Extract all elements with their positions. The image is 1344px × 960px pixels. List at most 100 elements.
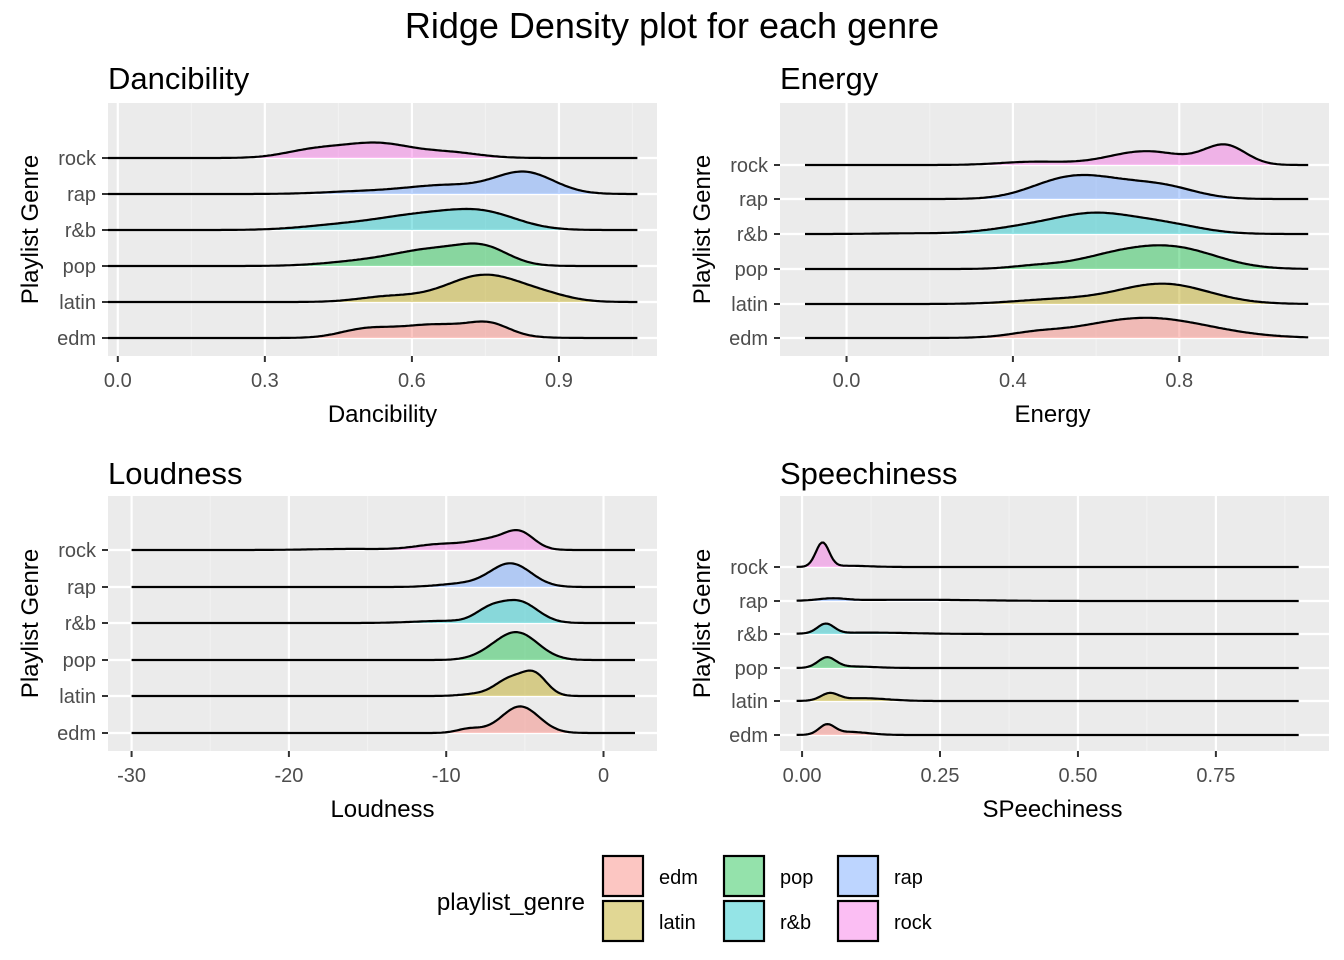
y-tick-label: edm — [57, 328, 96, 350]
ridge-fill-edm — [805, 317, 1309, 338]
x-tick-label: 0.00 — [783, 765, 822, 787]
panel-title: Dancibility — [108, 61, 250, 96]
ridge-line-pop — [796, 656, 1299, 670]
ridge-line-rap — [805, 173, 1309, 201]
x-axis-title: Energy — [1014, 401, 1090, 428]
ridge-fill-rb — [131, 600, 635, 623]
x-tick-label: 0.3 — [251, 370, 279, 392]
legend-key-bg — [723, 855, 765, 897]
y-tick-label: rap — [67, 577, 96, 599]
legend-key-pop — [722, 854, 766, 898]
y-tick-label: r&b — [65, 613, 96, 635]
legend-label: rap — [894, 867, 923, 889]
x-tick-label: 0 — [598, 765, 609, 787]
panel-energy: edm latin pop r&b rap rock 0.0 0.4 0.8 Energy Ener… — [689, 61, 1329, 428]
legend-label: latin — [659, 912, 696, 934]
y-tick-label: r&b — [65, 220, 96, 242]
legend-label: edm — [659, 867, 698, 889]
ridge-line-latin — [108, 273, 638, 304]
ridge-line-latin — [805, 282, 1309, 306]
ridge-line-latin — [131, 669, 635, 698]
y-tick-label: edm — [729, 725, 768, 747]
legend-key-bg — [602, 900, 644, 942]
x-tick-label: 0.0 — [104, 370, 132, 392]
ridge-fill-rock — [131, 530, 635, 550]
y-tick-label: latin — [731, 294, 768, 316]
x-tick-label: 0.0 — [833, 370, 861, 392]
ridge-line-edm — [805, 316, 1309, 340]
legend-label: pop — [780, 867, 813, 889]
y-axis-title: Playlist Genre — [17, 155, 44, 304]
ridge-line-latin — [796, 691, 1299, 703]
legend-title: playlist_genre — [437, 889, 585, 916]
ridge-line-edm — [796, 723, 1299, 737]
y-tick-label: latin — [59, 686, 96, 708]
ridge-fill-pop — [131, 632, 635, 660]
panel-speechiness: edm latin pop r&b rap rock 0.00 0.25 0.50 0.75 Spe… — [689, 456, 1329, 823]
legend-key-bg — [602, 855, 644, 897]
y-tick-label: rock — [58, 540, 97, 562]
ridge-fill-pop — [108, 243, 638, 266]
x-tick-label: 0.50 — [1058, 765, 1097, 787]
y-axis-title: Playlist Genre — [689, 155, 716, 304]
y-tick-label: edm — [729, 328, 768, 350]
x-axis-title: Loudness — [330, 796, 434, 823]
ridge-line-rock — [796, 541, 1299, 569]
ridge-fill-latin — [108, 274, 638, 302]
legend-key-latin — [601, 899, 645, 943]
legend-key-edm — [601, 854, 645, 898]
ridge-fill-rock — [108, 142, 638, 158]
x-tick-label: -30 — [117, 765, 146, 787]
y-tick-label: rap — [67, 184, 96, 206]
legend: playlist_genre edm latin pop r&b rap rock — [437, 854, 933, 943]
x-tick-label: 0.6 — [398, 370, 426, 392]
y-tick-label: latin — [731, 691, 768, 713]
ridge-fill-edm — [108, 321, 638, 338]
ridge-line-pop — [805, 244, 1309, 271]
x-axis-title: SPeechiness — [982, 796, 1122, 823]
ridge-fill-rap — [108, 171, 638, 194]
ridge-fill-pop — [805, 245, 1309, 269]
ridge-line-rb — [131, 598, 635, 625]
legend-label: rock — [894, 912, 933, 934]
ridge-line-rap — [131, 562, 635, 589]
x-tick-label: 0.25 — [921, 765, 960, 787]
ridge-line-rb — [796, 622, 1299, 636]
ridge-line-edm — [131, 705, 635, 735]
panel-title: Energy — [780, 61, 879, 96]
x-tick-label: -10 — [432, 765, 461, 787]
ridge-fill-rap — [131, 563, 635, 587]
ridge-fill-latin — [805, 283, 1309, 304]
y-tick-label: rock — [730, 155, 769, 177]
legend-key-rock — [836, 899, 880, 943]
panel-title: Loudness — [108, 456, 242, 491]
ridge-line-rock — [131, 529, 635, 552]
y-axis-title: Playlist Genre — [17, 549, 44, 698]
ridge-line-rb — [108, 207, 638, 232]
y-tick-label: pop — [63, 650, 96, 672]
legend-key-bg — [723, 900, 765, 942]
legend-label: r&b — [780, 912, 811, 934]
y-tick-label: rap — [739, 591, 768, 613]
ridge-fill-pop — [796, 657, 1299, 668]
x-tick-label: 0.8 — [1165, 370, 1193, 392]
ridge-line-pop — [108, 242, 638, 268]
x-tick-label: 0.4 — [999, 370, 1027, 392]
legend-key-rb — [722, 899, 766, 943]
y-tick-label: r&b — [737, 224, 768, 246]
y-tick-label: pop — [735, 658, 768, 680]
ridge-line-rb — [805, 211, 1309, 236]
ridge-fill-edm — [796, 724, 1299, 735]
chart-main-title: Ridge Density plot for each genre — [404, 5, 940, 46]
ridge-fill-edm — [131, 706, 635, 733]
ridge-fill-rock — [805, 144, 1309, 165]
ridge-line-rap — [108, 170, 638, 196]
legend-key-rap — [836, 854, 880, 898]
ridge-fill-rap — [805, 175, 1309, 199]
x-tick-label: 0.75 — [1196, 765, 1235, 787]
legend-key-bg — [837, 900, 879, 942]
panel-dancibility: edm latin pop r&b rap rock 0.0 0.3 0.6 0.9 Dancibi… — [17, 61, 657, 428]
y-tick-label: latin — [59, 292, 96, 314]
y-tick-label: r&b — [737, 624, 768, 646]
panel-loudness: edm latin pop r&b rap rock -30 -20 -10 0 Loudness L… — [17, 456, 657, 823]
